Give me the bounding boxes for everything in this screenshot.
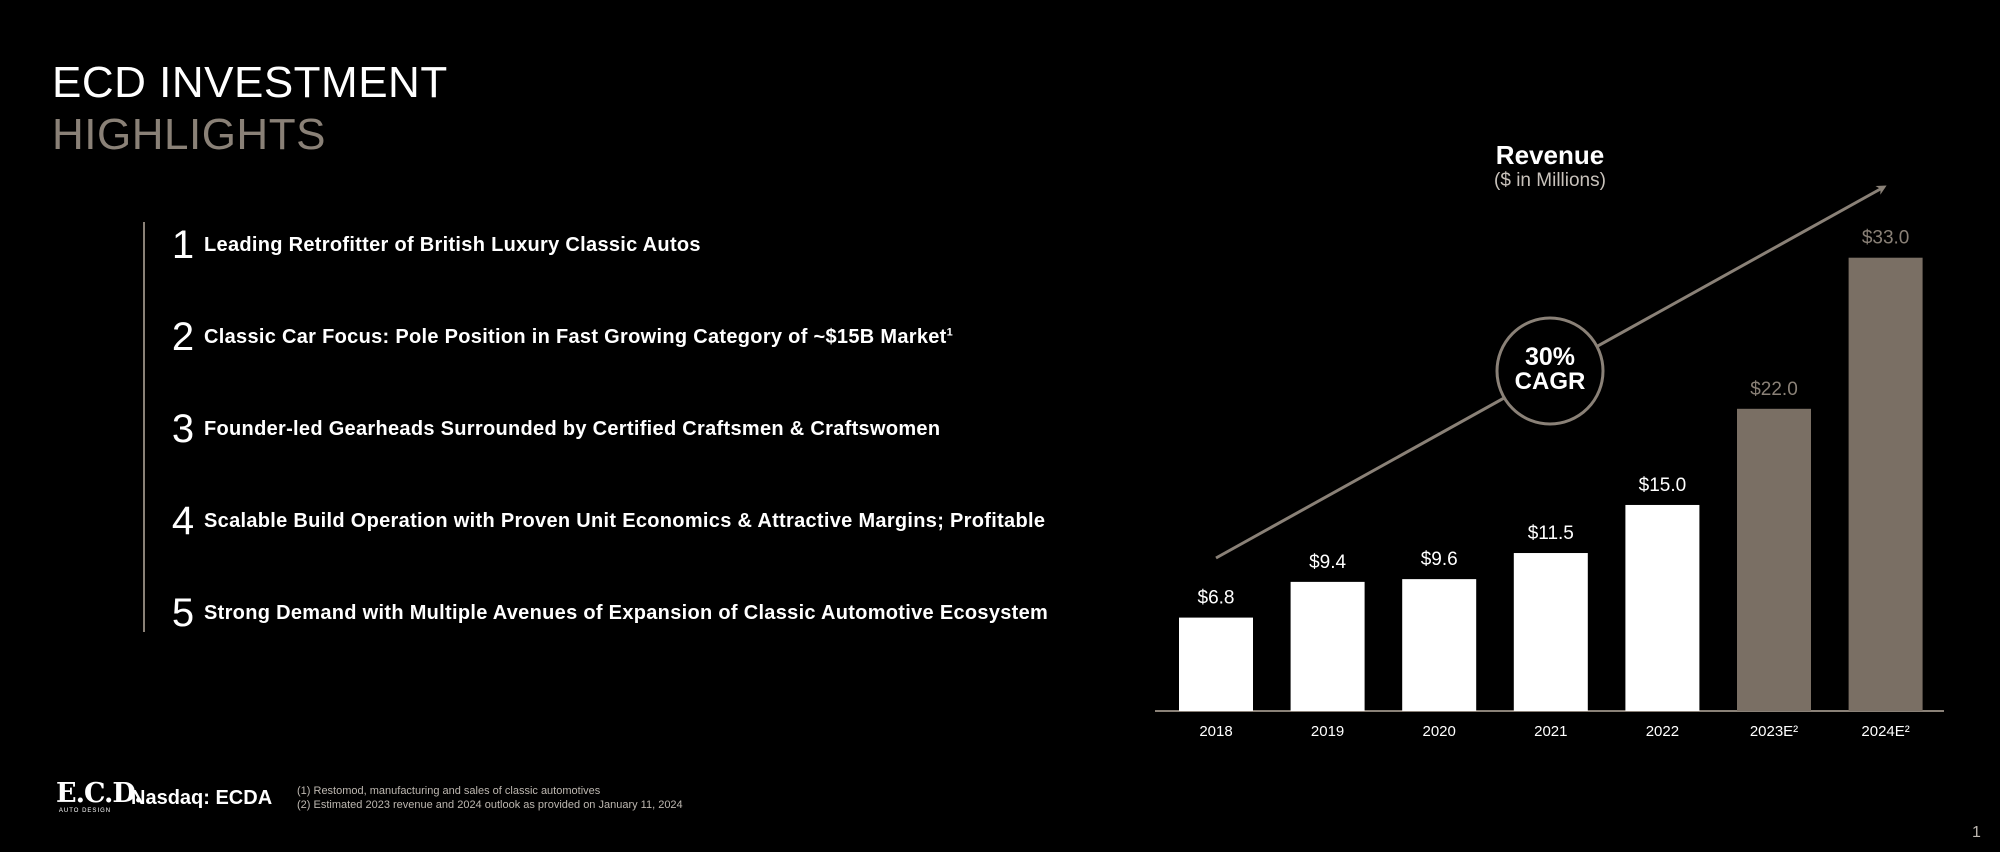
highlight-item: 1 Leading Retrofitter of British Luxury C… xyxy=(162,220,701,270)
cagr-badge xyxy=(1495,316,1605,426)
page-number: 1 xyxy=(1972,824,1981,841)
highlight-text-body: Classic Car Focus: Pole Position in Fast… xyxy=(204,325,947,348)
bar xyxy=(1513,553,1588,711)
bar-value-label: $9.6 xyxy=(1421,549,1458,570)
chart-title: Revenue xyxy=(1495,140,1605,170)
bar-value-label: $22.0 xyxy=(1750,379,1798,400)
bar xyxy=(1625,504,1700,711)
highlight-text-body: Strong Demand with Multiple Avenues of E… xyxy=(204,601,1049,624)
cagr-value: 30% xyxy=(1525,343,1575,371)
bar xyxy=(1402,579,1477,711)
bar xyxy=(1179,617,1253,711)
bar-value-label: $9.4 xyxy=(1309,552,1346,573)
footnote-2: (2) Estimated 2023 revenue and 2024 outl… xyxy=(297,799,683,811)
bar xyxy=(1290,581,1365,711)
highlight-number: 3 xyxy=(171,406,195,451)
highlight-text: Classic Car Focus: Pole Position in Fast… xyxy=(204,326,953,349)
highlight-number: 5 xyxy=(171,590,195,635)
x-tick-label: 2019 xyxy=(1311,723,1344,740)
x-tick-label: 2018 xyxy=(1199,723,1232,740)
cagr-label: CAGR xyxy=(1515,368,1586,395)
logo-text: E.C.D. xyxy=(56,778,143,809)
highlight-text-body: Scalable Build Operation with Proven Uni… xyxy=(204,509,1046,532)
highlight-item: 4 Scalable Build Operation with Proven Un… xyxy=(162,496,1045,546)
slide-title-line1: ECD INVESTMENT xyxy=(52,58,448,107)
highlight-item: 2 Classic Car Focus: Pole Position in Fas… xyxy=(162,312,953,362)
highlight-text: Founder-led Gearheads Surrounded by Cert… xyxy=(204,418,940,441)
highlight-number: 1 xyxy=(171,222,195,267)
bar xyxy=(1848,257,1923,711)
chart-subtitle: ($ in Millions) xyxy=(1494,170,1606,191)
bar xyxy=(1737,408,1811,711)
highlight-item: 5 Strong Demand with Multiple Avenues of … xyxy=(162,588,1048,638)
footnotes: (1) Restomod, manufacturing and sales of… xyxy=(297,784,683,812)
footnote-marker: 1 xyxy=(946,325,954,338)
x-tick-label: 2024E² xyxy=(1861,723,1909,740)
x-tick-label: 2020 xyxy=(1423,723,1456,740)
highlight-number: 4 xyxy=(171,498,195,543)
bar-value-label: $11.5 xyxy=(1528,523,1574,544)
highlight-number: 2 xyxy=(171,314,195,359)
logo-subtext: AUTO DESIGN xyxy=(58,808,112,814)
highlight-text-body: Founder-led Gearheads Surrounded by Cert… xyxy=(204,417,941,440)
highlight-item: 3 Founder-led Gearheads Surrounded by Cer… xyxy=(162,404,940,454)
slide-title-line2: HIGHLIGHTS xyxy=(52,110,326,159)
x-tick-label: 2021 xyxy=(1534,723,1567,740)
footnote-1: (1) Restomod, manufacturing and sales of… xyxy=(297,785,601,797)
x-tick-label: 2022 xyxy=(1646,723,1679,740)
highlights-divider xyxy=(143,222,145,632)
highlight-text: Leading Retrofitter of British Luxury Cl… xyxy=(204,234,701,257)
bar-value-label: $33.0 xyxy=(1862,228,1910,249)
x-tick-label: 2023E² xyxy=(1750,723,1798,740)
ecd-logo: E.C.D. AUTO DESIGN xyxy=(56,778,143,815)
nasdaq-ticker: Nasdaq: ECDA xyxy=(131,787,273,809)
highlight-text: Scalable Build Operation with Proven Uni… xyxy=(204,510,1045,533)
highlight-text-body: Leading Retrofitter of British Luxury Cl… xyxy=(204,233,701,256)
bar-value-label: $15.0 xyxy=(1639,475,1687,496)
bar-value-label: $6.8 xyxy=(1198,588,1235,609)
highlight-text: Strong Demand with Multiple Avenues of E… xyxy=(204,602,1048,625)
